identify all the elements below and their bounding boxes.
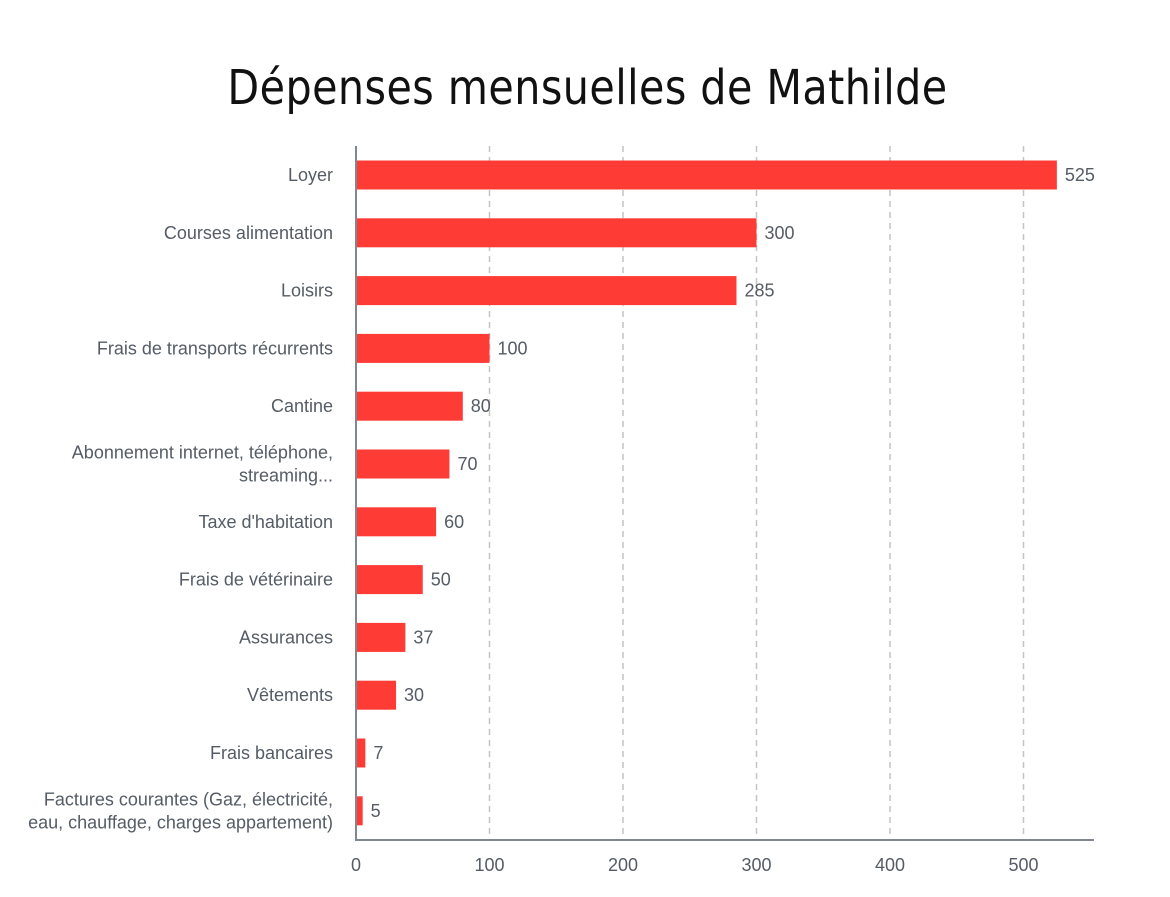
category-label: Loisirs xyxy=(281,281,333,301)
bar xyxy=(356,160,1057,190)
category-label-line: Loisirs xyxy=(281,281,333,301)
category-label-line: Taxe d'habitation xyxy=(198,512,333,532)
category-label: Frais de vétérinaire xyxy=(179,570,333,590)
bar xyxy=(356,449,450,479)
category-label: Vêtements xyxy=(247,685,333,705)
x-tick-label: 500 xyxy=(1008,855,1038,875)
value-label: 5 xyxy=(371,801,381,821)
value-label: 285 xyxy=(744,281,774,301)
x-tick-label: 0 xyxy=(351,855,361,875)
value-labels: 525 300 285 100 80 70 60 50 37 30 7 5 xyxy=(371,165,1095,821)
category-label-line: eau, chauffage, charges appartement) xyxy=(28,812,333,832)
category-label-line: Vêtements xyxy=(247,685,333,705)
category-label-line: Loyer xyxy=(288,165,333,185)
category-label-line: Assurances xyxy=(239,627,333,647)
category-label-line: streaming... xyxy=(239,466,333,486)
bars xyxy=(356,160,1057,826)
category-label-line: Abonnement internet, téléphone, xyxy=(72,443,333,463)
x-tick-label: 100 xyxy=(474,855,504,875)
bar xyxy=(356,218,757,248)
bar xyxy=(356,738,366,768)
category-label-line: Frais de transports récurrents xyxy=(97,338,333,358)
category-label-line: Frais bancaires xyxy=(210,743,333,763)
value-label: 37 xyxy=(413,627,433,647)
category-label: Loyer xyxy=(288,165,333,185)
value-label: 300 xyxy=(765,223,795,243)
category-label: Taxe d'habitation xyxy=(198,512,333,532)
category-label: Cantine xyxy=(271,396,333,416)
bar xyxy=(356,622,406,652)
category-label-line: Courses alimentation xyxy=(164,223,333,243)
value-label: 50 xyxy=(431,570,451,590)
x-tick-label: 300 xyxy=(741,855,771,875)
bar xyxy=(356,680,397,710)
bar xyxy=(356,796,363,826)
x-tick-label: 400 xyxy=(875,855,905,875)
value-label: 60 xyxy=(444,512,464,532)
value-label: 525 xyxy=(1065,165,1095,185)
x-tick-labels: 0 100 200 300 400 500 xyxy=(351,855,1039,875)
category-label-line: Cantine xyxy=(271,396,333,416)
bar xyxy=(356,507,437,537)
category-label: Frais de transports récurrents xyxy=(97,338,333,358)
category-label: Factures courantes (Gaz, électricité, eau… xyxy=(28,789,333,832)
axes xyxy=(355,146,1094,841)
category-label: Abonnement internet, téléphone, streaming… xyxy=(72,443,333,486)
grid-lines xyxy=(488,146,1025,840)
category-label-line: Factures courantes (Gaz, électricité, xyxy=(44,789,333,809)
category-label: Assurances xyxy=(239,627,333,647)
value-label: 70 xyxy=(457,454,477,474)
category-label: Courses alimentation xyxy=(164,223,333,243)
bar xyxy=(356,565,423,595)
bar xyxy=(356,276,737,306)
x-tick-label: 200 xyxy=(608,855,638,875)
category-labels: Loyer Courses alimentation Loisirs Frais de… xyxy=(28,165,333,832)
value-label: 80 xyxy=(471,396,491,416)
bar xyxy=(356,391,463,421)
value-label: 100 xyxy=(498,338,528,358)
chart-title: Dépenses mensuelles de Mathilde xyxy=(227,60,948,117)
bar xyxy=(356,333,490,363)
category-label-line: Frais de vétérinaire xyxy=(179,570,333,590)
value-label: 7 xyxy=(373,743,383,763)
category-label: Frais bancaires xyxy=(210,743,333,763)
value-label: 30 xyxy=(404,685,424,705)
